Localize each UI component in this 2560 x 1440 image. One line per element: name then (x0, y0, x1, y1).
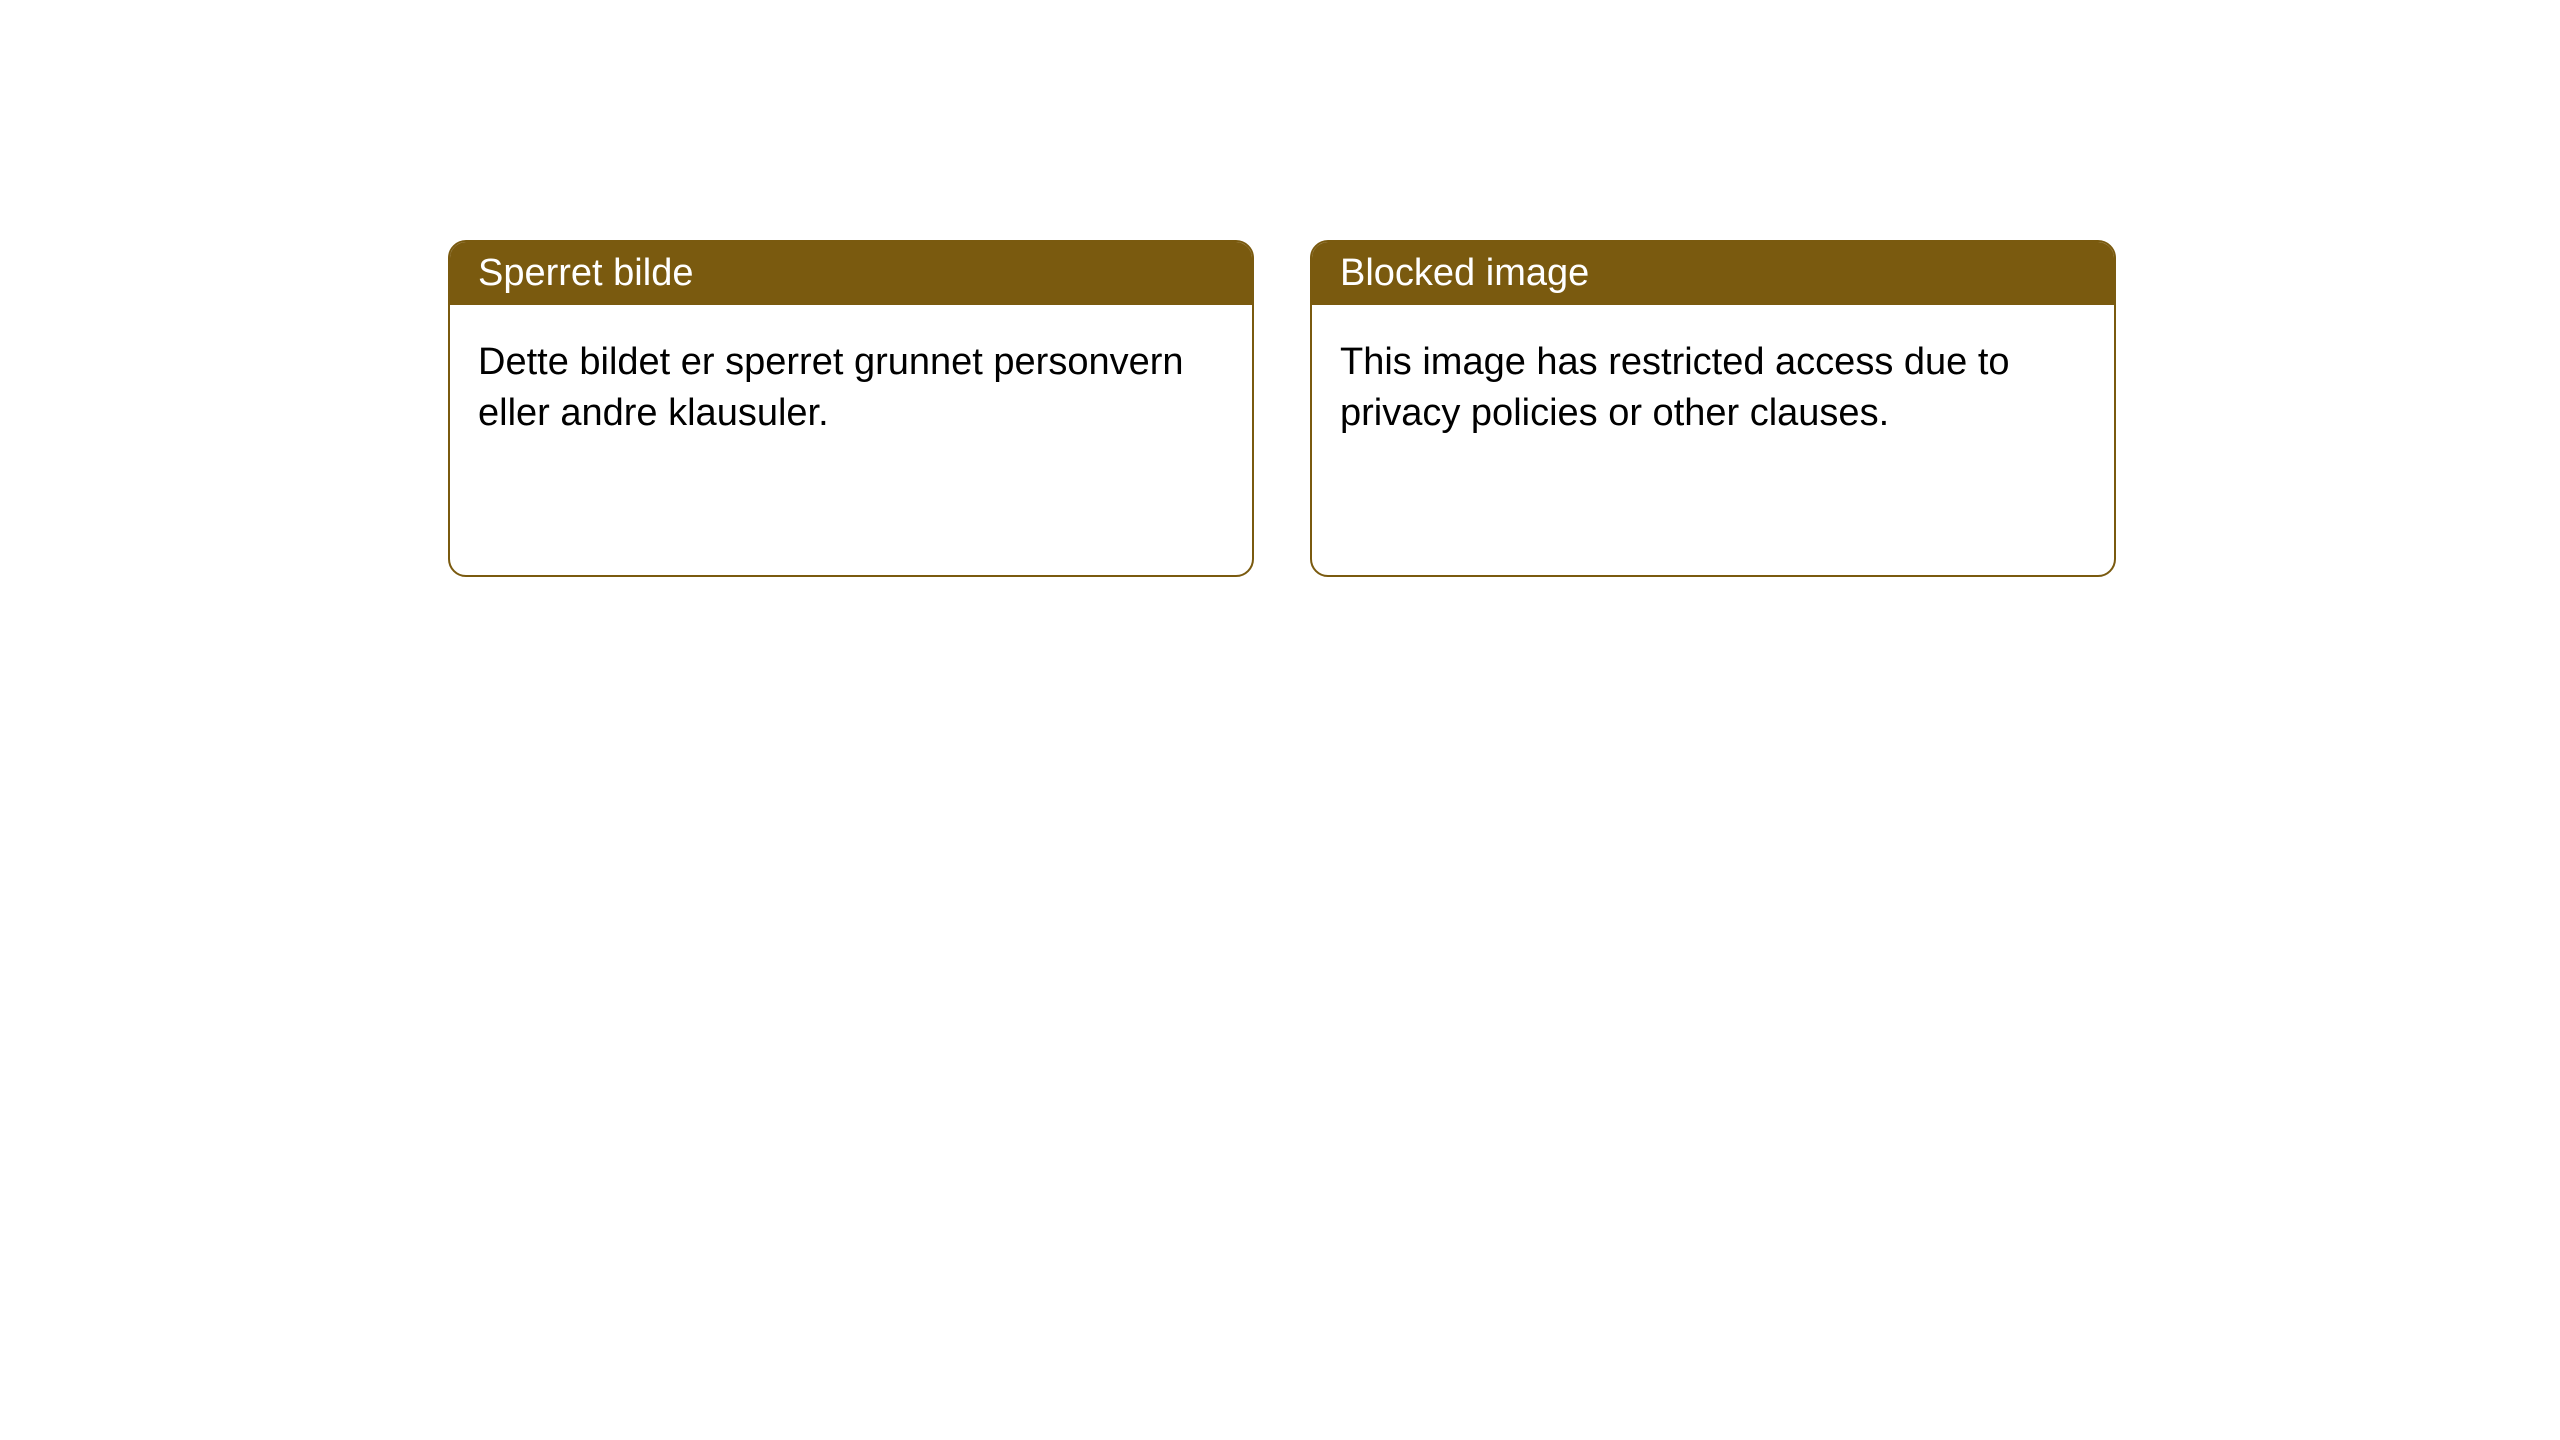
blocked-image-card-en: Blocked image This image has restricted … (1310, 240, 2116, 577)
card-header-en: Blocked image (1312, 242, 2114, 305)
card-header-no: Sperret bilde (450, 242, 1252, 305)
cards-container: Sperret bilde Dette bildet er sperret gr… (0, 0, 2560, 577)
blocked-image-card-no: Sperret bilde Dette bildet er sperret gr… (448, 240, 1254, 577)
card-header-text: Blocked image (1340, 252, 1589, 294)
card-body-en: This image has restricted access due to … (1312, 305, 2114, 575)
card-body-no: Dette bildet er sperret grunnet personve… (450, 305, 1252, 575)
card-body-text: This image has restricted access due to … (1340, 341, 2010, 434)
card-body-text: Dette bildet er sperret grunnet personve… (478, 341, 1184, 434)
card-header-text: Sperret bilde (478, 252, 693, 294)
